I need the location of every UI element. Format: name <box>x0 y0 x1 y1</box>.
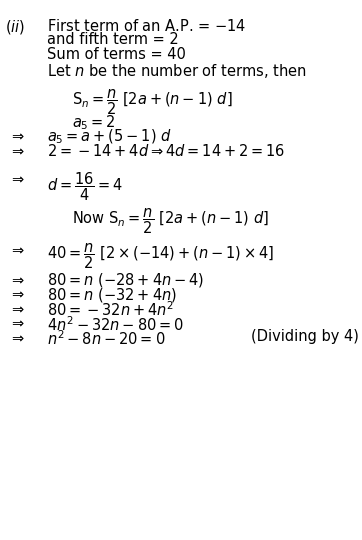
Text: $a_5 = 2$: $a_5 = 2$ <box>72 113 116 132</box>
Text: Now $\mathrm{S}_n = \dfrac{n}{2}\ [2a + (n-1)\ d]$: Now $\mathrm{S}_n = \dfrac{n}{2}\ [2a + … <box>72 207 270 237</box>
Text: $40 = \dfrac{n}{2}\ [2 \times (-14) + (n-1) \times 4]$: $40 = \dfrac{n}{2}\ [2 \times (-14) + (n… <box>47 241 274 271</box>
Text: $(ii)$: $(ii)$ <box>5 18 26 36</box>
Text: $d = \dfrac{16}{4} = 4$: $d = \dfrac{16}{4} = 4$ <box>47 170 123 202</box>
Text: $\Rightarrow$: $\Rightarrow$ <box>9 329 25 345</box>
Text: Let $n$ be the number of terms, then: Let $n$ be the number of terms, then <box>47 62 307 79</box>
Text: $\Rightarrow$: $\Rightarrow$ <box>9 271 25 286</box>
Text: $\Rightarrow$: $\Rightarrow$ <box>9 128 25 143</box>
Text: First term of an A.P. = $-$14: First term of an A.P. = $-$14 <box>47 18 247 34</box>
Text: (Dividing by 4): (Dividing by 4) <box>251 329 358 345</box>
Text: $\Rightarrow$: $\Rightarrow$ <box>9 143 25 158</box>
Text: Sum of terms = 40: Sum of terms = 40 <box>47 47 186 62</box>
Text: $80 = n\ (-32 + 4n)$: $80 = n\ (-32 + 4n)$ <box>47 286 177 303</box>
Text: $\Rightarrow$: $\Rightarrow$ <box>9 241 25 256</box>
Text: $n^2 - 8n - 20 = 0$: $n^2 - 8n - 20 = 0$ <box>47 329 165 348</box>
Text: $80 = -32n + 4n^2$: $80 = -32n + 4n^2$ <box>47 300 174 319</box>
Text: and fifth term = 2: and fifth term = 2 <box>47 32 179 48</box>
Text: $\Rightarrow$: $\Rightarrow$ <box>9 170 25 185</box>
Text: $\Rightarrow$: $\Rightarrow$ <box>9 315 25 330</box>
Text: $80 = n\ (-28 + 4n - 4)$: $80 = n\ (-28 + 4n - 4)$ <box>47 271 205 289</box>
Text: $\Rightarrow$: $\Rightarrow$ <box>9 300 25 315</box>
Text: $a_5 = a + (5-1)\ d$: $a_5 = a + (5-1)\ d$ <box>47 128 172 146</box>
Text: $\Rightarrow$: $\Rightarrow$ <box>9 286 25 301</box>
Text: $2 = -14 + 4d \Rightarrow 4d = 14 + 2 = 16$: $2 = -14 + 4d \Rightarrow 4d = 14 + 2 = … <box>47 143 285 159</box>
Text: $\mathrm{S}_n = \dfrac{n}{2}\ [2a + (n-1)\ d]$: $\mathrm{S}_n = \dfrac{n}{2}\ [2a + (n-1… <box>72 87 233 117</box>
Text: $4n^2 - 32n - 80 = 0$: $4n^2 - 32n - 80 = 0$ <box>47 315 184 334</box>
